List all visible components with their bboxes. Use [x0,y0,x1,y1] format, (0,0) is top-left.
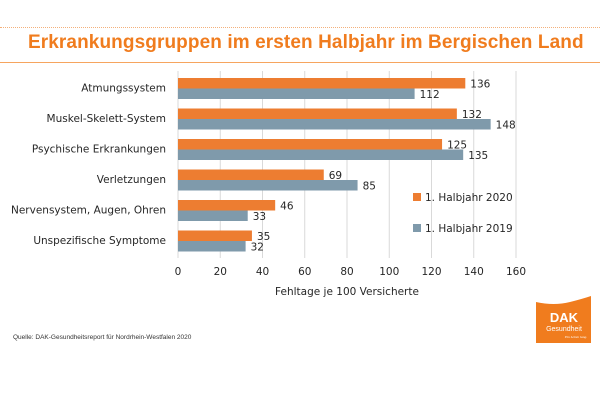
x-tick-label: 40 [256,266,269,278]
bar-2019 [178,149,464,160]
x-tick-labels: 0 20 40 60 80 100 120 140 160 [175,266,526,278]
bar-2020 [178,108,457,119]
value-label: 125 [447,140,467,152]
bar-2019 [178,180,358,191]
value-label: 46 [280,201,294,213]
category-label: Psychische Erkrankungen [32,144,166,156]
bar-2019 [178,241,246,252]
title-rule-bottom [0,62,600,63]
value-label: 69 [329,170,342,182]
logo-tagline: Ein Leben lang. [564,335,587,339]
x-tick-label: 160 [506,266,526,278]
value-label: 148 [496,120,516,132]
x-tick-label: 120 [421,266,441,278]
value-label: 32 [251,242,264,254]
x-axis-title: Fehltage je 100 Versicherte [275,286,419,298]
dak-logo: DAK Gesundheit Ein Leben lang. [536,296,591,343]
bar-chart: Atmungssystem Muskel-Skelett-System Psychi… [11,71,526,298]
value-label: 136 [470,79,490,91]
gridlines [177,71,517,258]
x-tick-label: 20 [214,266,227,278]
legend-swatch [413,224,421,232]
logo-background [536,296,591,343]
bars [178,78,491,252]
category-label: Nervensystem, Augen, Ohren [11,205,166,217]
bar-2019 [178,88,415,99]
legend-label: 1. Halbjahr 2019 [425,223,513,235]
category-label: Atmungssystem [81,83,166,95]
legend: 1. Halbjahr 2020 1. Halbjahr 2019 [413,192,513,235]
category-label: Unspezifische Symptome [33,235,166,247]
bar-2020 [178,200,276,211]
chart-title: Erkrankungsgruppen im ersten Halbjahr im… [28,32,584,53]
logo-subtitle: Gesundheit [546,326,582,333]
bar-2019 [178,210,248,221]
value-label: 135 [468,150,488,162]
x-tick-label: 60 [298,266,311,278]
logo-brand: DAK [550,310,579,325]
bar-2020 [178,169,324,180]
category-label: Muskel-Skelett-System [47,113,166,125]
x-tick-label: 0 [175,266,182,278]
bar-2020 [178,78,466,89]
x-tick-label: 80 [340,266,353,278]
legend-label: 1. Halbjahr 2020 [425,192,513,204]
value-label: 35 [257,231,270,243]
value-label: 85 [363,181,376,193]
x-tick-label: 100 [379,266,399,278]
bar-2019 [178,119,491,130]
bar-2020 [178,139,443,150]
x-tick-label: 140 [464,266,484,278]
legend-swatch [413,193,421,201]
value-label: 112 [420,89,440,101]
source-note: Quelle: DAK-Gesundheitsreport für Nordrh… [13,334,192,341]
category-labels: Atmungssystem Muskel-Skelett-System Psychi… [11,83,166,248]
title-rule-top [0,27,600,28]
category-label: Verletzungen [97,174,166,186]
bar-2020 [178,230,252,241]
value-label: 132 [462,109,482,121]
value-label: 33 [253,211,266,223]
